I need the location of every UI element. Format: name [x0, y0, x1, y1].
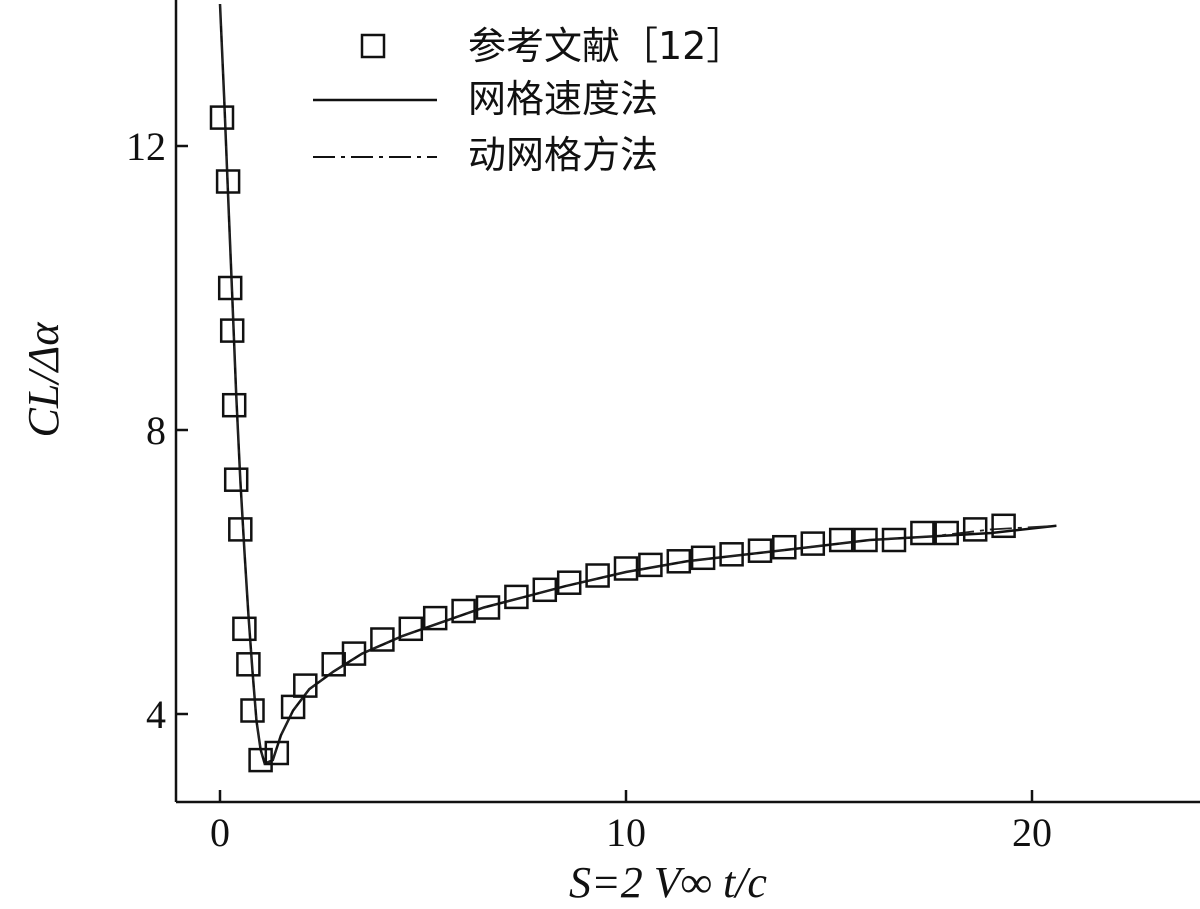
- data-point-square: [666, 549, 692, 574]
- data-point-square: [240, 698, 265, 723]
- x-axis-title-text: S=2 V∞ t/c: [569, 858, 767, 907]
- y-axis-title-text: CL/Δα: [19, 322, 68, 438]
- axes: [174, 0, 1200, 804]
- data-point-square: [248, 747, 273, 773]
- data-point-square: [236, 652, 261, 677]
- data-point-square: [398, 616, 424, 642]
- series-markers-reference: [209, 105, 1016, 773]
- series-layer: [209, 3, 1057, 773]
- legend-label-dynamic-mesh: 动网格方法: [468, 133, 658, 177]
- legend-marker-square: [360, 33, 386, 59]
- data-point-square: [221, 392, 247, 418]
- data-point-square: [800, 531, 826, 556]
- data-point-square: [934, 520, 959, 546]
- data-point-square: [690, 545, 716, 571]
- data-point-square: [747, 538, 773, 563]
- data-point-square: [962, 517, 988, 542]
- data-point-square: [228, 517, 253, 542]
- data-point-square: [219, 318, 245, 343]
- data-point-square: [991, 513, 1016, 539]
- data-point-square: [264, 740, 290, 766]
- data-point-square: [370, 627, 395, 652]
- data-point-square: [232, 616, 257, 642]
- y-tick-label: 4: [146, 692, 166, 737]
- y-tick-label: 8: [146, 408, 166, 453]
- data-point-square: [209, 105, 235, 130]
- x-tick-label: 0: [210, 810, 230, 855]
- data-point-square: [853, 527, 878, 553]
- data-point-square: [223, 467, 249, 492]
- ticks: 0 10 20 4 8 12: [126, 124, 1052, 855]
- x-axis-title: S=2 V∞ t/c: [569, 858, 767, 907]
- data-point-square: [451, 598, 476, 624]
- data-point-square: [910, 520, 935, 546]
- data-point-square: [613, 556, 639, 581]
- x-tick-label: 10: [606, 810, 646, 855]
- y-axis-title: CL/Δα: [19, 322, 68, 438]
- data-point-square: [217, 275, 243, 301]
- legend-label-reference: 参考文献［12］: [468, 24, 744, 68]
- data-point-square: [215, 169, 241, 194]
- data-point-square: [638, 552, 663, 578]
- legend: 参考文献［12］ 网格速度法 动网格方法: [313, 24, 744, 177]
- x-tick-label: 20: [1012, 810, 1052, 855]
- legend-label-grid-velocity: 网格速度法: [468, 77, 658, 121]
- y-tick-label: 12: [126, 124, 166, 169]
- data-point-square: [556, 570, 582, 595]
- data-point-square: [585, 563, 610, 588]
- data-point-square: [475, 595, 501, 620]
- data-point-square: [772, 534, 797, 560]
- data-point-square: [341, 641, 367, 666]
- data-point-square: [719, 542, 744, 567]
- series-line-dynamic-mesh: [219, 3, 1057, 765]
- data-point-square: [293, 673, 318, 698]
- data-point-square: [828, 527, 854, 553]
- data-point-square: [881, 527, 907, 553]
- data-point-square: [532, 577, 558, 603]
- data-point-square: [422, 605, 448, 631]
- data-point-square: [504, 584, 529, 610]
